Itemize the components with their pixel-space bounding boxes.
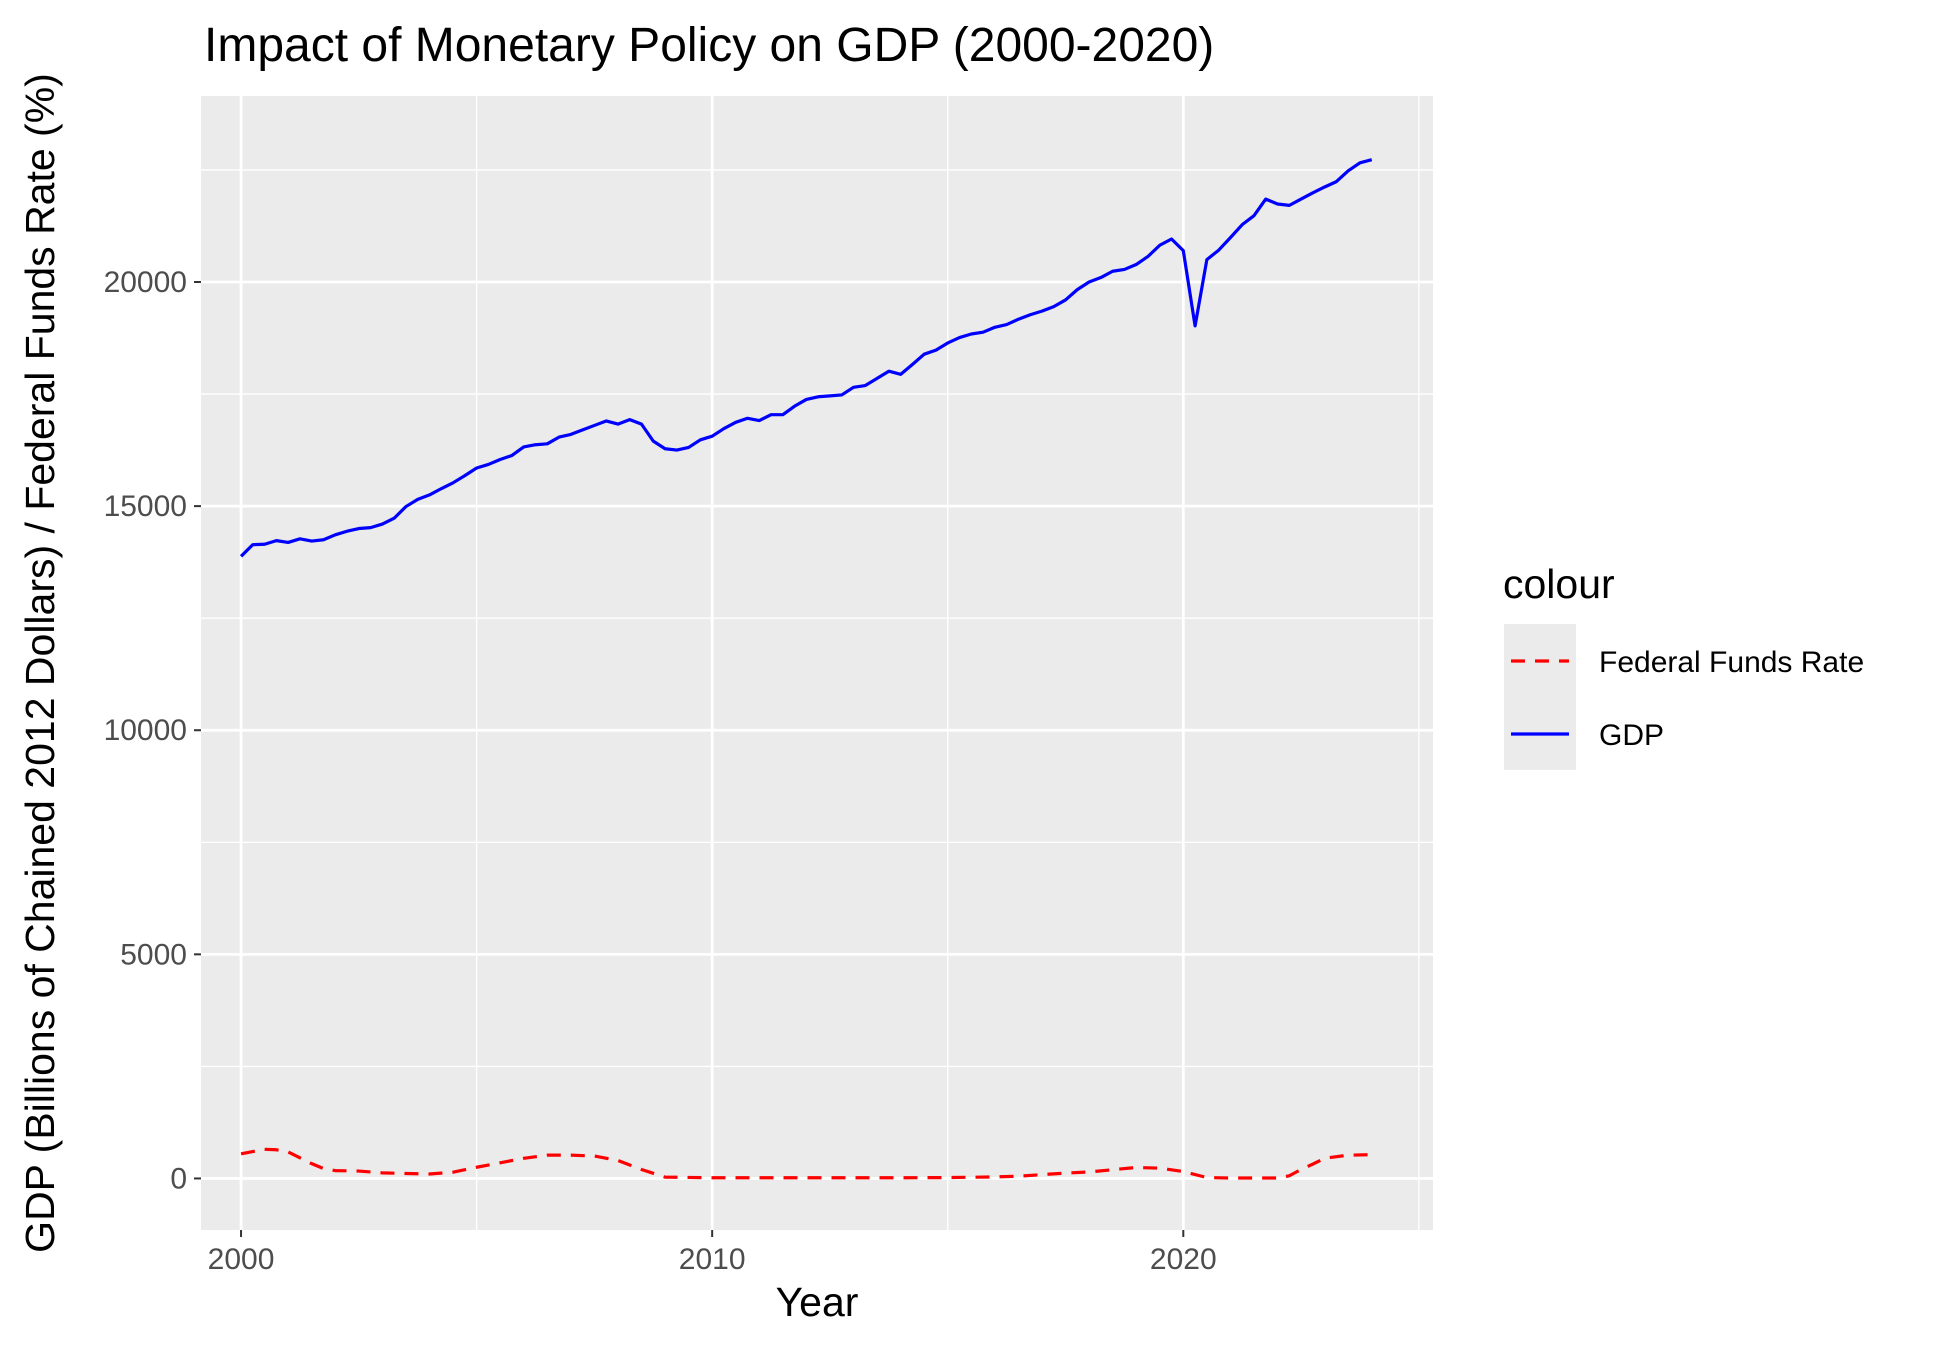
plot-panel-background bbox=[201, 96, 1433, 1230]
legend-title: colour bbox=[1503, 561, 1615, 607]
chart-title: Impact of Monetary Policy on GDP (2000-2… bbox=[204, 19, 1214, 72]
x-tick-label: 2020 bbox=[1150, 1243, 1217, 1276]
y-tick-label: 10000 bbox=[104, 714, 187, 747]
axes: 0 5000 10000 15000 20000 2000 2010 2020 bbox=[104, 266, 1217, 1276]
legend-label-gdp: GDP bbox=[1599, 719, 1664, 752]
federal-funds-rate-line bbox=[240, 1147, 1372, 1180]
gdp-line bbox=[239, 158, 1373, 558]
y-tick-label: 5000 bbox=[120, 938, 187, 971]
y-tick-label: 0 bbox=[170, 1162, 187, 1195]
y-tick-label: 20000 bbox=[104, 266, 187, 299]
plot-area bbox=[201, 96, 1433, 1230]
y-tick-label: 15000 bbox=[104, 490, 187, 523]
y-axis-title: GDP (Billions of Chained 2012 Dollars) /… bbox=[17, 73, 63, 1253]
legend-keys-background bbox=[1504, 624, 1576, 770]
legend-items: Federal Funds Rate GDP bbox=[1511, 646, 1864, 752]
legend: colour Federal Funds Rate GDP bbox=[1503, 561, 1864, 770]
series-lines bbox=[239, 158, 1373, 1180]
x-tick-label: 2000 bbox=[208, 1243, 275, 1276]
legend-label-federal-funds-rate: Federal Funds Rate bbox=[1599, 646, 1864, 679]
x-axis-title: Year bbox=[776, 1279, 859, 1325]
x-tick-label: 2010 bbox=[679, 1243, 746, 1276]
